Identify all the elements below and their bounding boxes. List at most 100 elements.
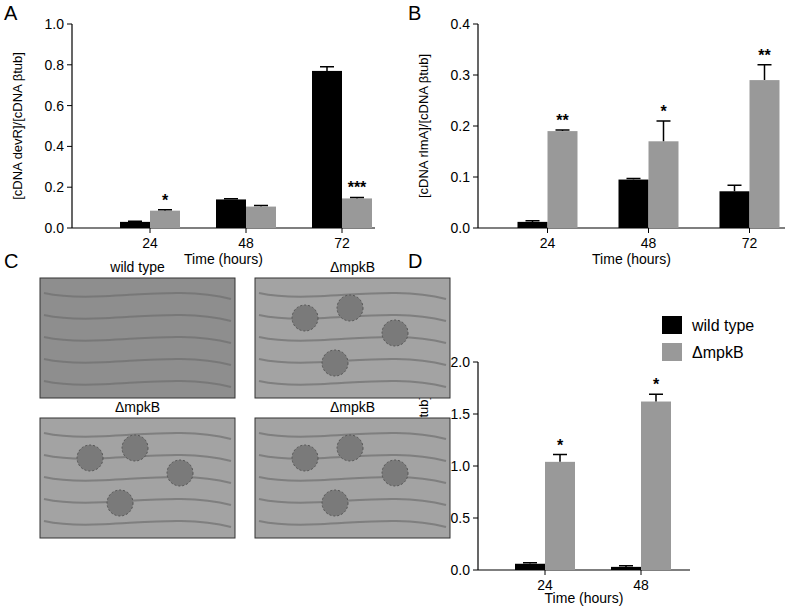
bar (150, 211, 180, 228)
y-axis-title: [cDNA devR]/[cDNA βtub] (10, 52, 25, 200)
x-tick (641, 570, 642, 575)
y-tick-label: 0.5 (451, 510, 471, 526)
bar (120, 222, 150, 228)
y-tick-label: 0.4 (451, 16, 471, 32)
image-caption: wild type (109, 259, 165, 275)
y-tick-label: 0.8 (45, 57, 65, 73)
y-tick (473, 228, 478, 229)
bar (216, 199, 246, 228)
micrograph (255, 418, 450, 538)
significance: * (653, 376, 660, 393)
y-axis (71, 24, 72, 228)
conidiophore-decoration (382, 460, 408, 486)
x-tick-label: 24 (540, 235, 556, 251)
hyphae-decoration (44, 433, 231, 527)
panel-label: A (4, 2, 18, 24)
y-tick (473, 177, 478, 178)
conidiophore-decoration (77, 445, 103, 471)
bar (619, 180, 649, 228)
panel-label: C (4, 250, 18, 272)
y-tick (67, 146, 72, 147)
x-tick (150, 228, 151, 233)
x-tick (547, 228, 548, 233)
error-bar (556, 130, 570, 131)
micrograph (40, 418, 235, 538)
y-tick (67, 64, 72, 65)
image-caption: ΔmpkB (330, 399, 375, 415)
conidiophore-decoration (337, 295, 363, 321)
error-bar (619, 566, 633, 567)
panel-label: B (408, 2, 421, 24)
x-axis-title: Time (hours) (545, 590, 624, 606)
x-axis-title: Time (hours) (184, 251, 263, 267)
hyphae-decoration (259, 293, 446, 387)
conidiophore-decoration (292, 305, 318, 331)
bar (750, 80, 780, 228)
image-caption: ΔmpkB (115, 399, 160, 415)
error-bar (627, 179, 641, 180)
conidiophore-decoration (382, 320, 408, 346)
significance: * (557, 437, 564, 454)
x-tick (545, 570, 546, 575)
error-bar (553, 455, 567, 462)
chart: A0.00.20.40.60.81.024*4872***Time (hours… (4, 2, 375, 267)
bar (342, 198, 372, 228)
y-tick (67, 187, 72, 188)
y-tick-label: 0.6 (45, 98, 65, 114)
y-tick-label: 1.0 (451, 458, 471, 474)
y-tick-label: 2.0 (451, 354, 471, 370)
error-bar (350, 197, 364, 198)
x-tick (749, 228, 750, 233)
conidiophore-decoration (322, 490, 348, 516)
conidiophore-decoration (167, 460, 193, 486)
bars (515, 394, 671, 570)
x-tick-label: 48 (641, 235, 657, 251)
micrograph (255, 278, 450, 398)
x-tick-label: 72 (742, 235, 758, 251)
x-tick-label: 72 (334, 235, 350, 251)
conidiophore-decoration (322, 350, 348, 376)
y-tick (473, 24, 478, 25)
panel-label: D (408, 250, 422, 272)
panel-c: Cwild type ΔmpkB ΔmpkB ΔmpkB (4, 250, 450, 538)
y-tick-label: 0.0 (451, 562, 471, 578)
bars (518, 65, 780, 228)
significance: ** (556, 112, 569, 129)
significance: * (162, 192, 169, 209)
figure: A0.00.20.40.60.81.024*4872***Time (hours… (0, 0, 800, 608)
y-tick (473, 518, 478, 519)
bar (312, 71, 342, 228)
y-tick (473, 414, 478, 415)
legend: wild type ΔmpkB (662, 316, 754, 361)
chart: D0.00.51.01.52.024*48*Time (hours)[cDNA … (408, 250, 754, 606)
y-tick (473, 466, 478, 467)
y-tick-label: 0.1 (451, 169, 471, 185)
bar (518, 222, 548, 228)
y-tick (67, 105, 72, 106)
x-tick-label: 48 (238, 235, 254, 251)
x-tick (246, 228, 247, 233)
conidiophore-decoration (337, 435, 363, 461)
bar (641, 402, 671, 570)
y-axis (477, 24, 478, 228)
error-bar (320, 67, 334, 71)
x-tick-label: 24 (142, 235, 158, 251)
image-caption: ΔmpkB (330, 259, 375, 275)
error-bar (728, 185, 742, 191)
legend-label: wild type (691, 317, 754, 334)
y-tick (67, 228, 72, 229)
legend-swatch (662, 316, 682, 334)
error-bar (526, 221, 540, 222)
legend-label: ΔmpkB (692, 344, 744, 361)
y-tick-label: 0.0 (45, 220, 65, 236)
error-bar (649, 394, 663, 401)
significance: * (660, 103, 667, 120)
error-bar (657, 121, 671, 141)
y-tick-label: 0.4 (45, 138, 65, 154)
bar (611, 567, 641, 570)
micrograph (40, 278, 235, 398)
error-bar (158, 210, 172, 211)
y-tick-label: 1.0 (45, 16, 65, 32)
bar (548, 131, 578, 228)
conidiophore-decoration (292, 445, 318, 471)
